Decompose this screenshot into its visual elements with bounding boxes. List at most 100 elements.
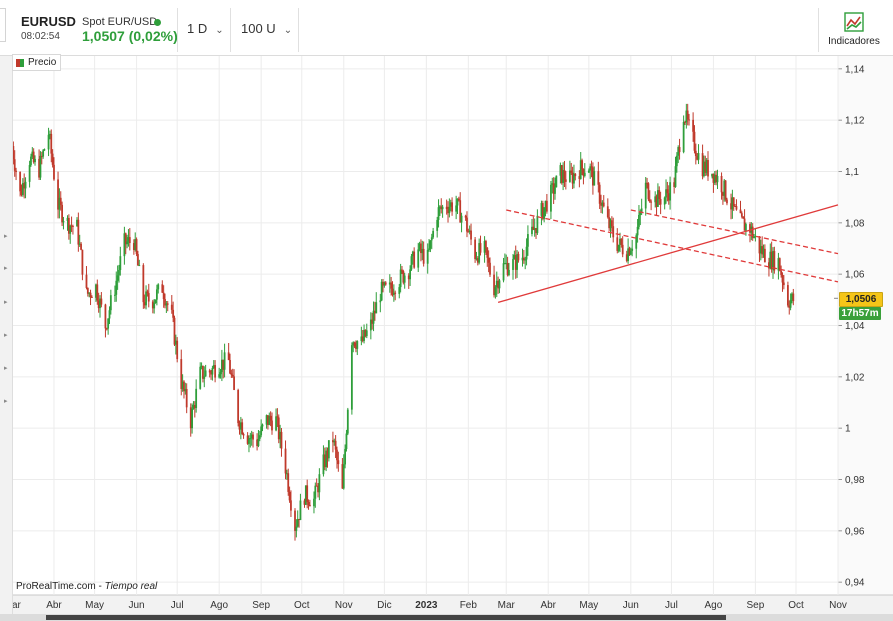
scrollbar-thumb[interactable] [46,615,726,620]
candle-body [464,215,467,218]
y-tick-label: 0,98 [845,475,865,486]
candle-body [165,303,168,306]
candle-body [138,265,141,267]
price-change: 1,0507 (0,02%) [82,28,178,44]
candle-body [629,250,632,255]
chevron-right-icon[interactable]: ▸ [4,299,8,306]
candle-body [600,203,602,206]
candle-body [24,181,27,189]
x-tick-label: Jul [171,600,184,611]
candle-body [252,434,254,440]
candle-body [115,280,118,295]
candle-body [363,329,365,341]
candle-body [531,226,533,235]
candle-body [223,352,226,370]
candle-body [166,303,169,305]
candle-body [260,426,263,436]
candle-body [543,207,546,219]
candle-body [227,352,230,360]
candle-body [233,376,235,390]
candle-body [173,317,176,345]
timeframe-dropdown[interactable]: 1 D ⌄ [187,21,224,36]
candle-body [369,319,372,331]
instrument-symbol[interactable]: EURUSD [21,14,76,29]
units-dropdown[interactable]: 100 U ⌄ [241,21,292,36]
candle-body [257,438,260,447]
x-tick-label: 2023 [415,600,438,611]
candle-body [104,304,107,329]
candle-body [502,263,505,281]
candle-body [636,226,639,236]
candle-body [617,244,620,251]
candle-body [684,121,686,123]
candle-body [276,416,279,418]
indicators-button[interactable]: Indicadores [819,8,889,52]
candle-body [361,336,364,341]
candle-body [249,438,252,440]
candle-body [66,217,69,221]
candle-body [494,287,497,296]
candle-body [211,368,214,375]
candle-body [640,208,643,212]
candle-body [296,519,299,527]
candle-body [162,292,165,300]
candle-body [740,213,743,217]
candle-body [682,121,685,153]
chevron-right-icon[interactable]: ▸ [4,332,8,339]
candle-body [323,454,326,468]
candle-body [578,176,581,179]
candle-body [42,150,45,157]
candle-body [164,299,166,306]
candle-body [344,448,347,465]
candle-body [390,282,393,289]
candle-body [279,431,282,440]
candle-body [550,184,552,212]
chevron-right-icon[interactable]: ▸ [4,365,8,372]
candle-body [53,164,55,180]
x-tick-label: Jun [623,600,639,611]
horizontal-scrollbar[interactable] [0,614,893,621]
candle-body [485,241,487,248]
candle-body [675,155,678,167]
candle-body [559,165,562,176]
candle-body [143,302,146,306]
candle-body [428,248,430,250]
y-tick-label: 1,04 [845,321,865,332]
candle-body [568,170,571,182]
candle-body [665,189,667,198]
candle-body [715,174,718,183]
x-tick-label: Abr [540,600,556,611]
candle-body [527,234,529,247]
candle-body [360,336,363,342]
candle-body [317,486,319,493]
candle-body [31,151,34,157]
chart-legend[interactable]: Precio [12,54,62,71]
chevron-right-icon[interactable]: ▸ [4,265,8,272]
candle-body [639,211,642,215]
chevron-right-icon[interactable]: ▸ [4,398,8,405]
x-tick-label: May [579,600,598,611]
candle-body [778,258,781,271]
candle-body [258,435,261,439]
candle-body [145,291,147,306]
candle-body [455,205,458,212]
candle-body [333,440,336,443]
candle-body [20,191,23,195]
chevron-right-icon[interactable]: ▸ [4,233,8,240]
x-tick-label: May [85,600,104,611]
candle-body [32,151,35,163]
candle-body [457,198,460,201]
candle-body [384,282,387,285]
candle-body [200,365,203,367]
candle-body [191,408,193,429]
candle-body [40,155,43,157]
drawing-tools-strip[interactable]: ▸ ▸ ▸ ▸ ▸ ▸ [0,56,13,616]
candle-body [724,180,727,200]
panel-toggle[interactable] [0,8,6,42]
candle-body [67,217,70,234]
x-tick-label: Abr [46,600,62,611]
candle-body [284,448,287,474]
y-tick-label: 1,14 [845,64,865,75]
candle-body [184,388,187,392]
